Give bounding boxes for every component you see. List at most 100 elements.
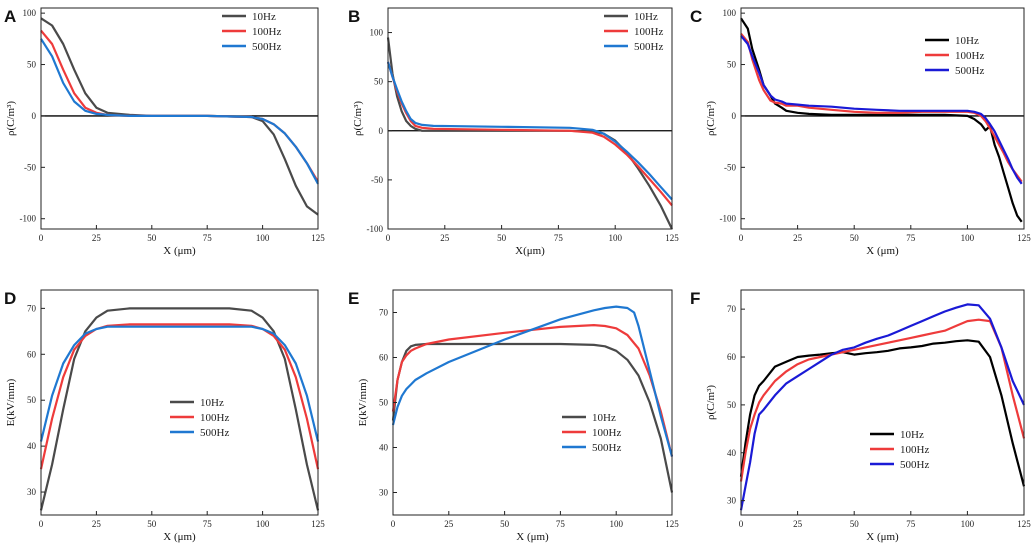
legend: 10Hz 100Hz 500Hz xyxy=(925,35,984,77)
axes-frame xyxy=(392,289,673,516)
series-line-10hz xyxy=(391,342,674,493)
legend-entry: 10Hz xyxy=(900,429,924,441)
axes-frame xyxy=(740,289,1025,516)
y-tick-label: 30 xyxy=(727,496,737,506)
x-tick-label: 0 xyxy=(386,233,391,243)
legend: 10Hz 100Hz 500Hz xyxy=(222,11,281,53)
y-tick-label: 50 xyxy=(374,77,384,87)
x-tick-label: 25 xyxy=(440,233,450,243)
y-tick-label: 50 xyxy=(27,60,37,70)
panel-letter: F xyxy=(690,289,700,308)
y-tick-label: 60 xyxy=(379,353,389,363)
panel-c: C 0 25 50 75 100 125 -100 -50 0 50 100 X (μm) ρ(C/m³)… xyxy=(690,7,1031,257)
x-tick-label: 125 xyxy=(665,233,679,243)
x-tick-label: 75 xyxy=(906,233,916,243)
x-axis-label: X(μm) xyxy=(515,245,545,257)
series-line-100hz xyxy=(386,61,673,207)
series-line-100hz xyxy=(740,32,1023,183)
x-tick-label: 25 xyxy=(92,233,102,243)
panel-letter: D xyxy=(4,289,16,308)
y-tick-label: 40 xyxy=(379,443,389,453)
y-tick-label: -100 xyxy=(720,214,737,224)
y-tick-label: 30 xyxy=(379,488,389,498)
x-tick-label: 0 xyxy=(739,519,744,529)
x-tick-label: 0 xyxy=(39,519,44,529)
y-tick-label: 30 xyxy=(27,487,37,497)
x-tick-label: 0 xyxy=(39,233,44,243)
y-axis-label: ρ(C/m³) xyxy=(352,101,364,136)
legend-entry: 10Hz xyxy=(955,35,979,47)
x-tick-label: 100 xyxy=(608,233,622,243)
legend-entry: 100Hz xyxy=(252,26,281,38)
legend-entry: 100Hz xyxy=(634,26,663,38)
y-tick-label: 40 xyxy=(727,448,737,458)
y-tick-label: -50 xyxy=(724,162,736,172)
y-tick-label: 50 xyxy=(379,398,389,408)
y-tick-label: 60 xyxy=(27,349,37,359)
x-tick-label: 125 xyxy=(311,233,325,243)
panel-letter: C xyxy=(690,7,702,26)
legend: 10Hz 100Hz 500Hz xyxy=(604,11,663,53)
series-line-10hz xyxy=(740,17,1023,223)
y-tick-label: 60 xyxy=(727,352,737,362)
y-tick-label: 70 xyxy=(379,308,389,318)
x-tick-label: 75 xyxy=(203,233,213,243)
legend-entry: 500Hz xyxy=(200,427,229,439)
legend-entry: 500Hz xyxy=(634,41,663,53)
y-tick-label: 100 xyxy=(23,8,37,18)
x-tick-label: 0 xyxy=(391,519,396,529)
legend-entry: 10Hz xyxy=(592,412,616,424)
legend-entry: 500Hz xyxy=(252,41,281,53)
series-line-500hz xyxy=(739,303,1025,511)
series-line-100hz xyxy=(739,318,1026,482)
legend: 10Hz 100Hz 500Hz xyxy=(562,412,621,454)
x-tick-label: 100 xyxy=(961,233,975,243)
y-axis-label: E(kV/mm) xyxy=(5,378,17,426)
series-line-10hz xyxy=(739,339,1026,487)
legend-entry: 10Hz xyxy=(634,11,658,23)
legend-entry: 100Hz xyxy=(900,444,929,456)
x-tick-label: 25 xyxy=(444,519,454,529)
series-line-500hz xyxy=(391,305,674,457)
series-line-500hz xyxy=(740,35,1023,185)
x-tick-label: 50 xyxy=(147,233,157,243)
x-tick-label: 100 xyxy=(961,519,975,529)
panel-f: F 0 25 50 75 100 125 30 40 50 60 70 X (μm) ρ(C/m³) 10H… xyxy=(690,289,1031,543)
y-tick-label: 50 xyxy=(727,60,737,70)
x-tick-label: 25 xyxy=(92,519,102,529)
series-line-500hz xyxy=(39,325,320,442)
y-axis-label: ρ(C/m³) xyxy=(705,101,717,136)
x-axis-label: X (μm) xyxy=(163,245,196,257)
axes-frame xyxy=(40,289,319,516)
x-tick-label: 125 xyxy=(1017,233,1031,243)
legend-entry: 500Hz xyxy=(592,442,621,454)
x-axis-label: X (μm) xyxy=(866,245,899,257)
y-tick-label: -100 xyxy=(367,224,384,234)
y-tick-label: 70 xyxy=(727,304,737,314)
y-tick-label: 50 xyxy=(727,400,737,410)
panel-a: A 0 25 50 75 100 125 -100 -50 0 50 100 X (μm) ρ(C/m³)… xyxy=(4,7,325,257)
x-tick-label: 0 xyxy=(739,233,744,243)
series-line-500hz xyxy=(386,61,673,201)
x-tick-label: 50 xyxy=(850,519,860,529)
series-line-10hz xyxy=(386,37,673,230)
axes-frame xyxy=(740,7,1025,230)
y-tick-label: 100 xyxy=(370,28,384,38)
legend-entry: 10Hz xyxy=(252,11,276,23)
series-line-100hz xyxy=(39,323,320,470)
x-tick-label: 125 xyxy=(665,519,679,529)
axes-frame xyxy=(387,7,673,230)
y-tick-label: 0 xyxy=(379,126,384,136)
y-tick-label: -50 xyxy=(371,175,383,185)
x-axis-label: X (μm) xyxy=(866,531,899,543)
y-axis-label: ρ(C/m³) xyxy=(705,385,717,420)
series-line-10hz xyxy=(39,307,320,511)
y-tick-label: 50 xyxy=(27,395,37,405)
x-tick-label: 75 xyxy=(203,519,213,529)
panel-letter: A xyxy=(4,7,16,26)
x-tick-label: 75 xyxy=(556,519,566,529)
y-tick-label: 70 xyxy=(27,303,37,313)
legend-entry: 500Hz xyxy=(900,459,929,471)
panel-d: D 0 25 50 75 100 125 30 40 50 60 70 X (μm) E(kV/mm) 10… xyxy=(4,289,325,543)
series-line-500hz xyxy=(40,38,319,185)
